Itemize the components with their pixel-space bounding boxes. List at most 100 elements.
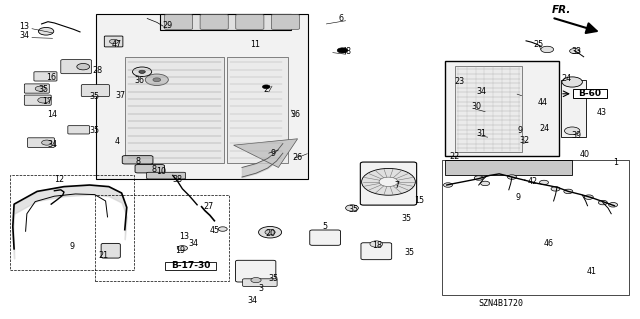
- Text: 24: 24: [539, 124, 549, 133]
- Text: 34: 34: [476, 87, 486, 96]
- FancyBboxPatch shape: [61, 60, 92, 74]
- FancyBboxPatch shape: [236, 15, 264, 29]
- Text: 9: 9: [70, 242, 75, 251]
- Text: 23: 23: [454, 77, 465, 86]
- Circle shape: [218, 227, 227, 231]
- Text: 27: 27: [203, 202, 213, 211]
- Text: 4: 4: [115, 137, 120, 146]
- Circle shape: [370, 241, 383, 247]
- Circle shape: [551, 187, 560, 191]
- Text: 16: 16: [46, 73, 56, 82]
- Text: 48: 48: [341, 47, 351, 56]
- Circle shape: [38, 97, 49, 103]
- Bar: [95, 195, 229, 281]
- Text: 1: 1: [613, 158, 618, 167]
- Circle shape: [262, 85, 270, 89]
- FancyBboxPatch shape: [360, 162, 417, 205]
- Text: 10: 10: [156, 167, 166, 176]
- FancyBboxPatch shape: [28, 138, 54, 147]
- Circle shape: [562, 77, 582, 87]
- Circle shape: [541, 46, 554, 53]
- Text: 22: 22: [449, 152, 460, 161]
- Text: 35: 35: [90, 126, 100, 135]
- Text: 34: 34: [19, 31, 29, 40]
- Text: B-60: B-60: [579, 89, 601, 98]
- Text: 29: 29: [163, 21, 173, 30]
- Text: 35: 35: [38, 85, 49, 94]
- Text: 35: 35: [348, 205, 358, 214]
- Text: 7: 7: [394, 181, 399, 189]
- Text: 37: 37: [115, 91, 125, 100]
- Text: 28: 28: [92, 66, 102, 75]
- Text: 13: 13: [179, 232, 189, 241]
- FancyBboxPatch shape: [34, 72, 57, 81]
- Circle shape: [42, 140, 52, 145]
- FancyBboxPatch shape: [24, 95, 51, 105]
- Circle shape: [362, 168, 415, 195]
- Text: 13: 13: [19, 22, 29, 31]
- Text: 30: 30: [472, 102, 482, 111]
- Text: 32: 32: [520, 136, 530, 145]
- Polygon shape: [234, 139, 298, 167]
- Text: 46: 46: [543, 239, 554, 248]
- Text: 8: 8: [151, 165, 156, 174]
- FancyBboxPatch shape: [361, 243, 392, 260]
- Text: 35: 35: [90, 92, 100, 101]
- Text: 26: 26: [292, 153, 303, 162]
- Text: 34: 34: [189, 239, 199, 248]
- Text: 35: 35: [401, 214, 412, 223]
- FancyBboxPatch shape: [104, 36, 123, 47]
- Circle shape: [564, 127, 580, 135]
- Bar: [125, 57, 224, 163]
- FancyBboxPatch shape: [200, 15, 228, 29]
- Circle shape: [251, 278, 261, 283]
- Bar: [165, 262, 216, 270]
- Circle shape: [564, 189, 573, 194]
- Text: 41: 41: [587, 267, 597, 276]
- Bar: [445, 160, 572, 175]
- Circle shape: [109, 39, 118, 44]
- FancyBboxPatch shape: [135, 165, 164, 173]
- Text: B-17-30: B-17-30: [171, 261, 211, 270]
- Text: 12: 12: [54, 175, 65, 184]
- Circle shape: [379, 177, 398, 187]
- FancyBboxPatch shape: [310, 230, 340, 245]
- Circle shape: [265, 230, 275, 235]
- FancyBboxPatch shape: [164, 15, 193, 29]
- Circle shape: [145, 74, 168, 85]
- Text: 31: 31: [476, 129, 486, 138]
- Text: 34: 34: [248, 296, 258, 305]
- Circle shape: [38, 27, 54, 35]
- Text: 45: 45: [209, 226, 220, 235]
- Text: 36: 36: [290, 110, 300, 119]
- FancyBboxPatch shape: [68, 126, 90, 134]
- Circle shape: [35, 86, 45, 91]
- Text: 39: 39: [571, 131, 581, 140]
- FancyBboxPatch shape: [122, 156, 153, 164]
- Circle shape: [584, 195, 593, 199]
- Text: 34: 34: [47, 140, 58, 149]
- Text: 9: 9: [271, 149, 276, 158]
- Text: SZN4B1720: SZN4B1720: [478, 299, 523, 308]
- FancyBboxPatch shape: [147, 172, 186, 179]
- Circle shape: [540, 180, 548, 185]
- Circle shape: [598, 200, 607, 205]
- Bar: [561, 80, 586, 137]
- Text: 3: 3: [259, 284, 264, 293]
- FancyBboxPatch shape: [81, 85, 109, 97]
- Text: FR.: FR.: [552, 5, 571, 15]
- FancyBboxPatch shape: [236, 260, 276, 282]
- Text: 36: 36: [134, 76, 145, 85]
- Bar: [10, 175, 134, 270]
- Circle shape: [177, 246, 188, 251]
- Text: 5: 5: [322, 222, 327, 231]
- Circle shape: [337, 48, 348, 53]
- Text: 8: 8: [135, 157, 140, 166]
- Text: 14: 14: [47, 110, 58, 119]
- Circle shape: [609, 203, 618, 207]
- Text: 38: 38: [173, 175, 183, 184]
- Text: 43: 43: [596, 108, 607, 117]
- Circle shape: [570, 48, 580, 54]
- FancyBboxPatch shape: [271, 15, 300, 29]
- Text: 21: 21: [99, 251, 109, 260]
